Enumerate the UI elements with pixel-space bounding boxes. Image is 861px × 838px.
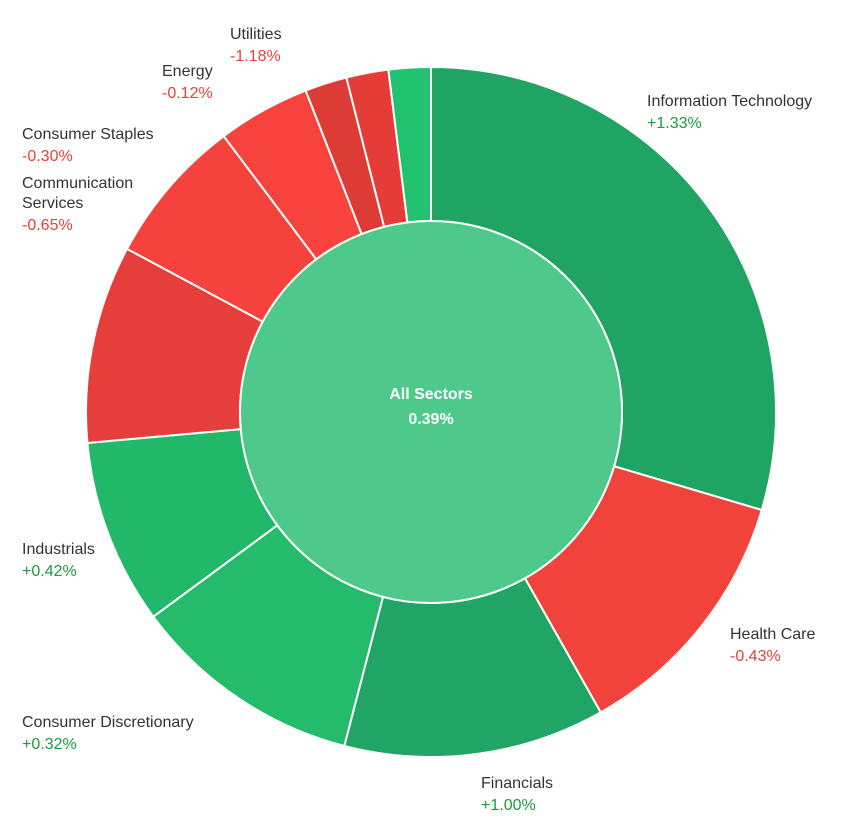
label-utilities: Utilities -1.18%: [230, 26, 282, 65]
sector-name: Industrials: [22, 541, 95, 558]
label-consumer-staples: Consumer Staples -0.30%: [22, 126, 154, 165]
center-value: 0.39%: [408, 411, 453, 428]
label-information-technology: Information Technology +1.33%: [647, 93, 812, 132]
center-circle: [239, 220, 623, 604]
sector-change: -0.12%: [162, 85, 213, 102]
label-communication-services: Communication Services -0.65%: [22, 175, 133, 234]
sector-name: Energy: [162, 63, 213, 80]
sector-name: Consumer Discretionary: [22, 714, 194, 731]
label-consumer-discretionary: Consumer Discretionary +0.32%: [22, 714, 194, 753]
label-energy: Energy -0.12%: [162, 63, 213, 102]
sector-name: Communication Services: [22, 175, 133, 212]
sector-change: +0.42%: [22, 563, 77, 580]
labels-layer: Information Technology +1.33% Health Care -…: [22, 26, 815, 814]
sector-name: Information Technology: [647, 93, 812, 110]
sector-change: -0.65%: [22, 217, 73, 234]
sector-change: +0.32%: [22, 736, 77, 753]
sector-change: -1.18%: [230, 48, 281, 65]
sector-change: +1.00%: [481, 797, 536, 814]
label-health-care: Health Care -0.43%: [730, 626, 815, 665]
center-label: All Sectors: [389, 386, 473, 403]
label-financials: Financials +1.00%: [481, 775, 553, 814]
sector-name: Utilities: [230, 26, 282, 43]
label-industrials: Industrials +0.42%: [22, 541, 95, 580]
sector-change: -0.43%: [730, 648, 781, 665]
sector-name: Consumer Staples: [22, 126, 154, 143]
sector-name: Health Care: [730, 626, 815, 643]
slices-layer: [85, 65, 777, 758]
sector-change: +1.33%: [647, 115, 702, 132]
sector-name: Financials: [481, 775, 553, 792]
sector-change: -0.30%: [22, 148, 73, 165]
